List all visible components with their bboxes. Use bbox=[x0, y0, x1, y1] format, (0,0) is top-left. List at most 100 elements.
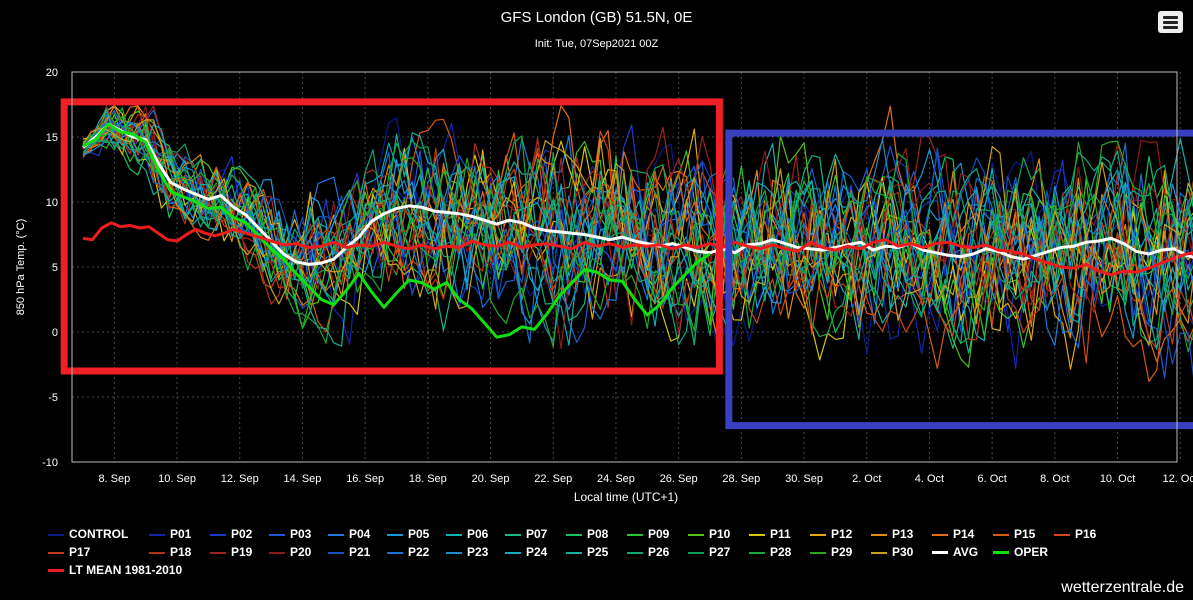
legend-swatch bbox=[149, 552, 165, 554]
legend-label: P09 bbox=[648, 527, 670, 541]
legend-label: P22 bbox=[408, 545, 430, 559]
legend-swatch bbox=[627, 552, 643, 554]
series-line-p18 bbox=[82, 122, 1193, 309]
x-tick-label: 8. Sep bbox=[98, 473, 130, 485]
legend-label: P03 bbox=[290, 527, 312, 541]
annotation-layer bbox=[60, 98, 1193, 430]
legend-label: P19 bbox=[231, 545, 253, 559]
x-tick-label: 4. Oct bbox=[915, 473, 944, 485]
legend-swatch bbox=[269, 534, 285, 536]
legend-label: P29 bbox=[831, 545, 853, 559]
y-axis-title: 850 hPa Temp. (°C) bbox=[15, 219, 27, 316]
legend-swatch bbox=[749, 534, 765, 536]
legend-swatch bbox=[932, 551, 948, 554]
legend-swatch bbox=[688, 534, 704, 536]
x-tick-label: 26. Sep bbox=[660, 473, 698, 485]
legend-swatch bbox=[810, 552, 826, 554]
legend-swatch bbox=[505, 552, 521, 554]
legend-label: P15 bbox=[1014, 527, 1036, 541]
credit-text: wetterzentrale.de bbox=[1061, 579, 1184, 596]
series-line-oper bbox=[82, 122, 711, 339]
hamburger-menu-icon[interactable] bbox=[1158, 11, 1183, 33]
x-tick-label: 6. Oct bbox=[977, 473, 1006, 485]
y-tick-label: 5 bbox=[52, 262, 58, 274]
series-layer bbox=[82, 105, 1193, 382]
legend-swatch bbox=[993, 534, 1009, 536]
legend-swatch bbox=[149, 534, 165, 536]
legend-label: P07 bbox=[526, 527, 548, 541]
x-tick-label: 16. Sep bbox=[346, 473, 384, 485]
series-line-lt-mean-1981-2010 bbox=[82, 221, 1193, 277]
x-tick-label: 20. Sep bbox=[472, 473, 510, 485]
legend-label: P28 bbox=[770, 545, 792, 559]
y-tick-label: -10 bbox=[42, 457, 58, 469]
legend-swatch bbox=[48, 569, 64, 572]
legend-swatch bbox=[48, 534, 64, 536]
highlight-box-1 bbox=[60, 98, 723, 375]
legend-swatch bbox=[48, 552, 64, 554]
x-tick-label: 28. Sep bbox=[722, 473, 760, 485]
legend-label: P16 bbox=[1075, 527, 1097, 541]
legend-swatch bbox=[871, 534, 887, 536]
x-tick-label: 18. Sep bbox=[409, 473, 447, 485]
chart-subtitle: Init: Tue, 07Sep2021 00Z bbox=[534, 38, 659, 50]
series-line-p28 bbox=[82, 111, 1193, 345]
series-line-p17 bbox=[82, 125, 1193, 350]
legend-swatch bbox=[749, 552, 765, 554]
legend-label: P30 bbox=[892, 545, 914, 559]
legend-swatch bbox=[566, 534, 582, 536]
axes-layer: -10 -5 0 5 10 15 20 8. Sep 10. Sep 12. Sep 14. Sep… bbox=[42, 67, 1193, 485]
legend-label: P21 bbox=[349, 545, 371, 559]
legend-swatch bbox=[1054, 534, 1070, 536]
legend-label: P26 bbox=[648, 545, 670, 559]
legend-label: P01 bbox=[170, 527, 192, 541]
legend-label: P14 bbox=[953, 527, 975, 541]
legend-swatch bbox=[328, 552, 344, 554]
legend-swatch bbox=[446, 552, 462, 554]
legend-label: P27 bbox=[709, 545, 731, 559]
chart-title: GFS London (GB) 51.5N, 0E bbox=[500, 9, 693, 26]
highlight-box-2 bbox=[725, 129, 1193, 430]
legend-label: P24 bbox=[526, 545, 548, 559]
legend-label: P13 bbox=[892, 527, 914, 541]
legend-swatch bbox=[387, 534, 403, 536]
series-line-p24 bbox=[82, 123, 1193, 323]
y-tick-label: 20 bbox=[46, 67, 58, 79]
y-tick-label: 10 bbox=[46, 197, 58, 209]
legend-label: P25 bbox=[587, 545, 609, 559]
legend-label: P20 bbox=[290, 545, 312, 559]
x-tick-label: 10. Sep bbox=[158, 473, 196, 485]
x-tick-label: 12. Sep bbox=[221, 473, 259, 485]
legend-label: P04 bbox=[349, 527, 371, 541]
legend-swatch bbox=[932, 534, 948, 536]
y-tick-label: -5 bbox=[48, 392, 58, 404]
x-tick-label: 30. Sep bbox=[785, 473, 823, 485]
x-axis-title: Local time (UTC+1) bbox=[574, 490, 678, 504]
legend-swatch bbox=[566, 552, 582, 554]
x-tick-label: 24. Sep bbox=[597, 473, 635, 485]
x-tick-label: 8. Oct bbox=[1040, 473, 1069, 485]
legend-swatch bbox=[387, 552, 403, 554]
legend-swatch bbox=[688, 552, 704, 554]
legend-label: CONTROL bbox=[69, 527, 129, 541]
legend-swatch bbox=[210, 552, 226, 554]
legend-swatch bbox=[627, 534, 643, 536]
legend-label: P06 bbox=[467, 527, 489, 541]
x-tick-label: 10. Oct bbox=[1100, 473, 1135, 485]
y-tick-label: 15 bbox=[46, 132, 58, 144]
legend-swatch bbox=[993, 551, 1009, 554]
legend-label: P23 bbox=[467, 545, 489, 559]
legend-swatch bbox=[210, 534, 226, 536]
legend-label: P18 bbox=[170, 545, 192, 559]
y-tick-label: 0 bbox=[52, 327, 58, 339]
x-tick-label: 12. Oct bbox=[1163, 473, 1193, 485]
plot-border bbox=[71, 71, 1178, 463]
legend-label: P05 bbox=[408, 527, 430, 541]
legend-swatch bbox=[505, 534, 521, 536]
x-tick-label: 2. Oct bbox=[852, 473, 881, 485]
legend-label: P10 bbox=[709, 527, 731, 541]
legend-label: AVG bbox=[953, 545, 979, 559]
legend-swatch bbox=[446, 534, 462, 536]
legend-label: P12 bbox=[831, 527, 853, 541]
